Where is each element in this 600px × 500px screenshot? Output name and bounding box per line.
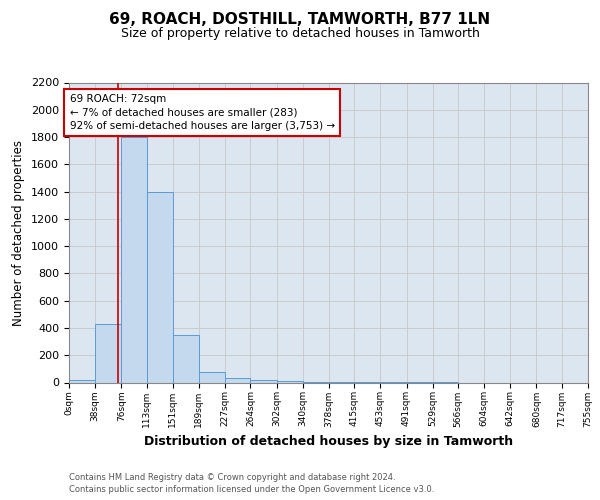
- Bar: [121, 137, 146, 382]
- Text: Size of property relative to detached houses in Tamworth: Size of property relative to detached ho…: [121, 28, 479, 40]
- Bar: [225, 378, 250, 382]
- Bar: [146, 192, 173, 382]
- Bar: [199, 372, 225, 382]
- Text: 69 ROACH: 72sqm
← 7% of detached houses are smaller (283)
92% of semi-detached h: 69 ROACH: 72sqm ← 7% of detached houses …: [70, 94, 335, 131]
- Bar: [173, 335, 199, 382]
- Bar: [69, 380, 95, 382]
- Bar: [95, 324, 121, 382]
- Text: Contains public sector information licensed under the Open Government Licence v3: Contains public sector information licen…: [69, 485, 434, 494]
- Text: 69, ROACH, DOSTHILL, TAMWORTH, B77 1LN: 69, ROACH, DOSTHILL, TAMWORTH, B77 1LN: [109, 12, 491, 28]
- Text: Contains HM Land Registry data © Crown copyright and database right 2024.: Contains HM Land Registry data © Crown c…: [69, 472, 395, 482]
- Y-axis label: Number of detached properties: Number of detached properties: [13, 140, 25, 326]
- X-axis label: Distribution of detached houses by size in Tamworth: Distribution of detached houses by size …: [144, 435, 513, 448]
- Bar: [250, 380, 277, 382]
